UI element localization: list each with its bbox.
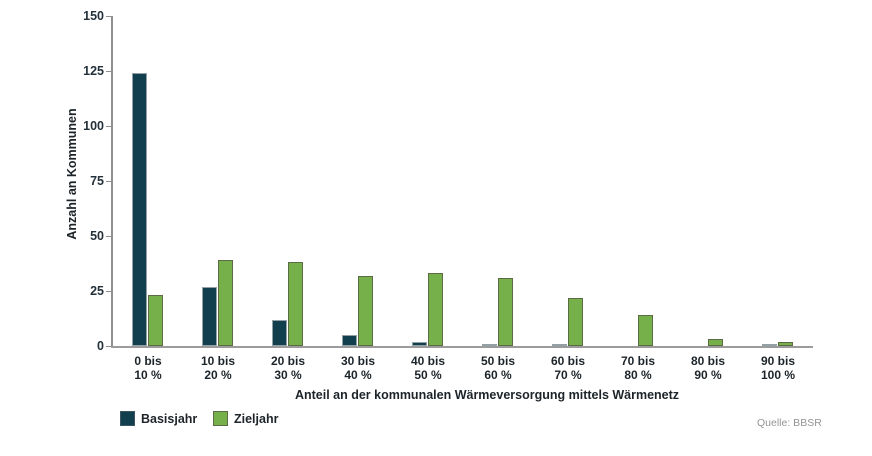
bar-zieljahr-70bis-80% [638,315,653,346]
legend-label-basisjahr: Basisjahr [141,411,198,426]
x-label-9: 90 bis 100 % [760,354,796,382]
bar-zieljahr-50bis-60% [498,278,513,346]
y-axis-line [111,16,113,348]
x-label-2: 20 bis 30 % [270,354,306,382]
y-tick-label-125: 125 [83,64,104,78]
x-axis-title: Anteil an der kommunalen Wärmeversorgung… [294,388,680,402]
x-label-3: 30 bis 40 % [340,354,376,382]
y-tick-label-25: 25 [90,284,104,298]
y-tick-label-150: 150 [83,9,104,23]
bar-basisjahr-20bis-30% [272,320,287,346]
bar-basisjahr-30bis-40% [342,335,357,346]
x-label-6: 60 bis 70 % [550,354,586,382]
legend-label-zieljahr: Zieljahr [234,411,279,426]
x-axis-labels: 0 bis 10 % 10 bis 20 % 20 bis 30 % 30 bis 40 % 4… [113,354,813,384]
bar-zieljahr-90bis-100% [778,342,793,346]
bar-zieljahr-30bis-40% [358,276,373,346]
bar-zieljahr-10bis-20% [218,260,233,346]
legend-item-zieljahr: Zieljahr [213,411,278,426]
y-tick-50 [106,235,111,237]
bar-basisjahr-90bis-100% [762,344,777,346]
bar-basisjahr-50bis-60% [482,344,497,346]
bar-basisjahr-40bis-50% [412,342,427,346]
y-tick-0 [106,345,111,347]
y-tick-125 [106,70,111,72]
bar-zieljahr-80bis-90% [708,339,723,346]
bar-basisjahr-0bis-10% [132,73,147,346]
y-tick-75 [106,180,111,182]
x-label-8: 80 bis 90 % [690,354,726,382]
x-label-5: 50 bis 60 % [480,354,516,382]
bar-zieljahr-60bis-70% [568,298,583,346]
y-tick-label-0: 0 [97,339,104,353]
bar-zieljahr-20bis-30% [288,262,303,346]
bar-zieljahr-40bis-50% [428,273,443,346]
x-label-0: 0 bis 10 % [134,354,162,382]
y-tick-label-50: 50 [90,229,104,243]
y-tick-label-75: 75 [90,174,104,188]
plot-area: 0 25 50 75 100 125 150 [83,9,813,353]
y-tick-150 [106,15,111,17]
legend-swatch-basisjahr [120,411,135,426]
x-axis-line [111,346,813,348]
legend-item-basisjahr: Basisjahr [120,411,197,426]
x-label-4: 40 bis 50 % [410,354,446,382]
y-tick-100 [106,125,111,127]
source-note: Quelle: BBSR [757,417,822,429]
bar-basisjahr-60bis-70% [552,344,567,346]
legend-swatch-zieljahr [213,411,228,426]
x-label-7: 70 bis 80 % [620,354,656,382]
y-tick-25 [106,290,111,292]
bar-basisjahr-10bis-20% [202,287,217,346]
x-label-1: 10 bis 20 % [200,354,236,382]
y-tick-label-100: 100 [83,119,104,133]
bar-zieljahr-0bis-10% [148,295,163,346]
